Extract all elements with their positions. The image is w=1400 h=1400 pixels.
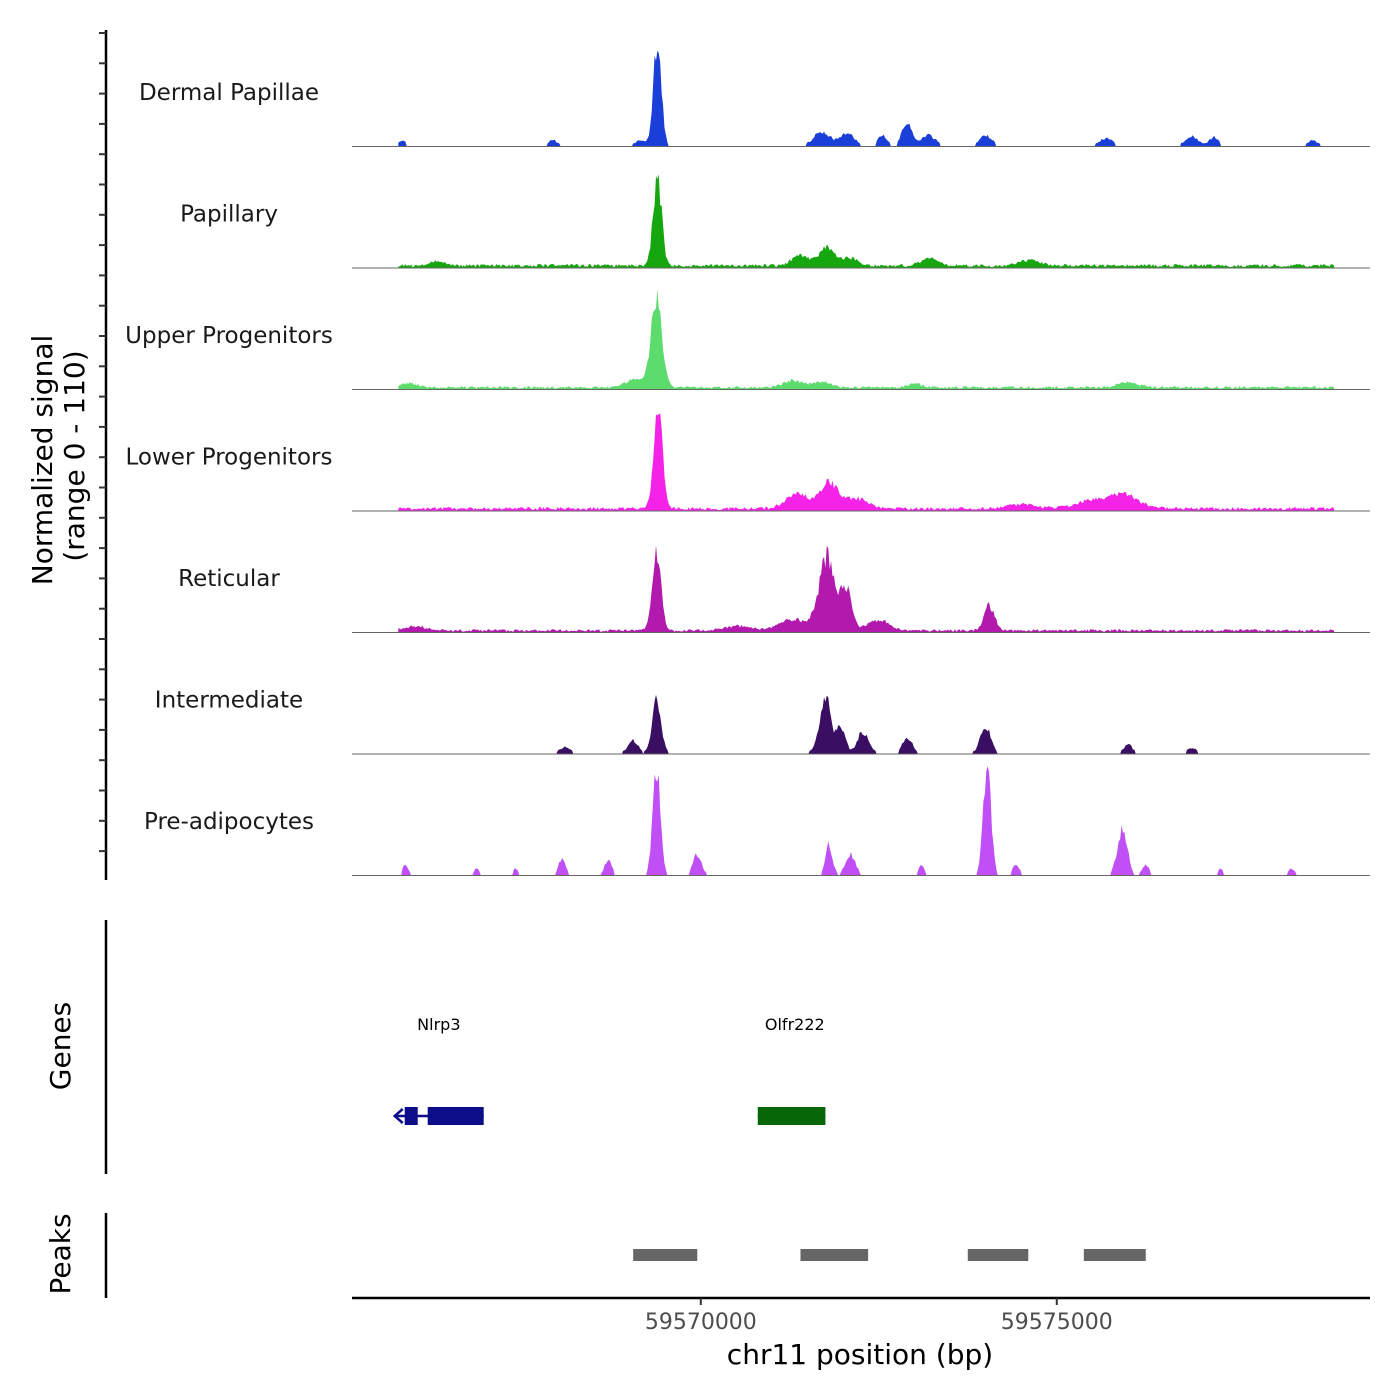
gene-nlrp3: Nlrp3 [392, 1015, 484, 1125]
peak-region [633, 1249, 698, 1261]
gene-exon [427, 1107, 484, 1125]
track-label: Intermediate [155, 688, 303, 714]
x-axis-title: chr11 position (bp) [727, 1338, 993, 1371]
peak-region [1083, 1249, 1146, 1261]
x-tick-label: 59575000 [1001, 1310, 1113, 1335]
signal-axis [99, 30, 108, 880]
signal-axis-title-line1: Normalized signal [26, 335, 59, 586]
track-signal-area [398, 766, 1335, 876]
track-dermal-papillae: Dermal Papillae [139, 50, 1370, 147]
track-signal-area [398, 413, 1335, 511]
track-pre-adipocytes: Pre-adipocytes [144, 766, 1370, 876]
track-signal-area [398, 545, 1335, 633]
peak-region [800, 1249, 869, 1261]
gene-exon [757, 1107, 826, 1125]
track-reticular: Reticular [178, 545, 1370, 633]
gene-olfr222: Olfr222 [757, 1015, 826, 1125]
peaks-layer [633, 1249, 1146, 1261]
track-signal-area [398, 694, 1335, 754]
track-papillary: Papillary [180, 174, 1370, 269]
genes-axis-title: Genes [44, 1002, 77, 1090]
peak-region [967, 1249, 1029, 1261]
track-signal-area [398, 174, 1335, 268]
tracks-layer: Dermal Papillae Papillary Upper Progenitor… [125, 50, 1370, 876]
track-signal-area [398, 50, 1335, 147]
track-signal-area [398, 288, 1335, 390]
gene-label: Olfr222 [765, 1015, 825, 1034]
peaks-axis-title: Peaks [44, 1213, 77, 1294]
track-label: Lower Progenitors [126, 445, 333, 471]
genes-layer: Nlrp3 Olfr222 [392, 1015, 826, 1125]
gene-strand-arrow [392, 1108, 404, 1124]
track-label: Pre-adipocytes [144, 809, 314, 835]
signal-axis-title-line2: (range 0 - 110) [58, 350, 91, 561]
gene-exon [404, 1107, 418, 1125]
track-label: Papillary [180, 202, 278, 228]
track-intermediate: Intermediate [155, 688, 1370, 755]
x-axis-ticks: 59570000 59575000 [645, 1298, 1113, 1335]
gene-label: Nlrp3 [417, 1015, 460, 1034]
track-lower-progenitors: Lower Progenitors [126, 413, 1370, 512]
x-tick-label: 59570000 [645, 1310, 757, 1335]
track-label: Reticular [178, 566, 280, 592]
track-label: Dermal Papillae [139, 80, 319, 106]
track-label: Upper Progenitors [125, 323, 333, 349]
track-upper-progenitors: Upper Progenitors [125, 288, 1370, 390]
